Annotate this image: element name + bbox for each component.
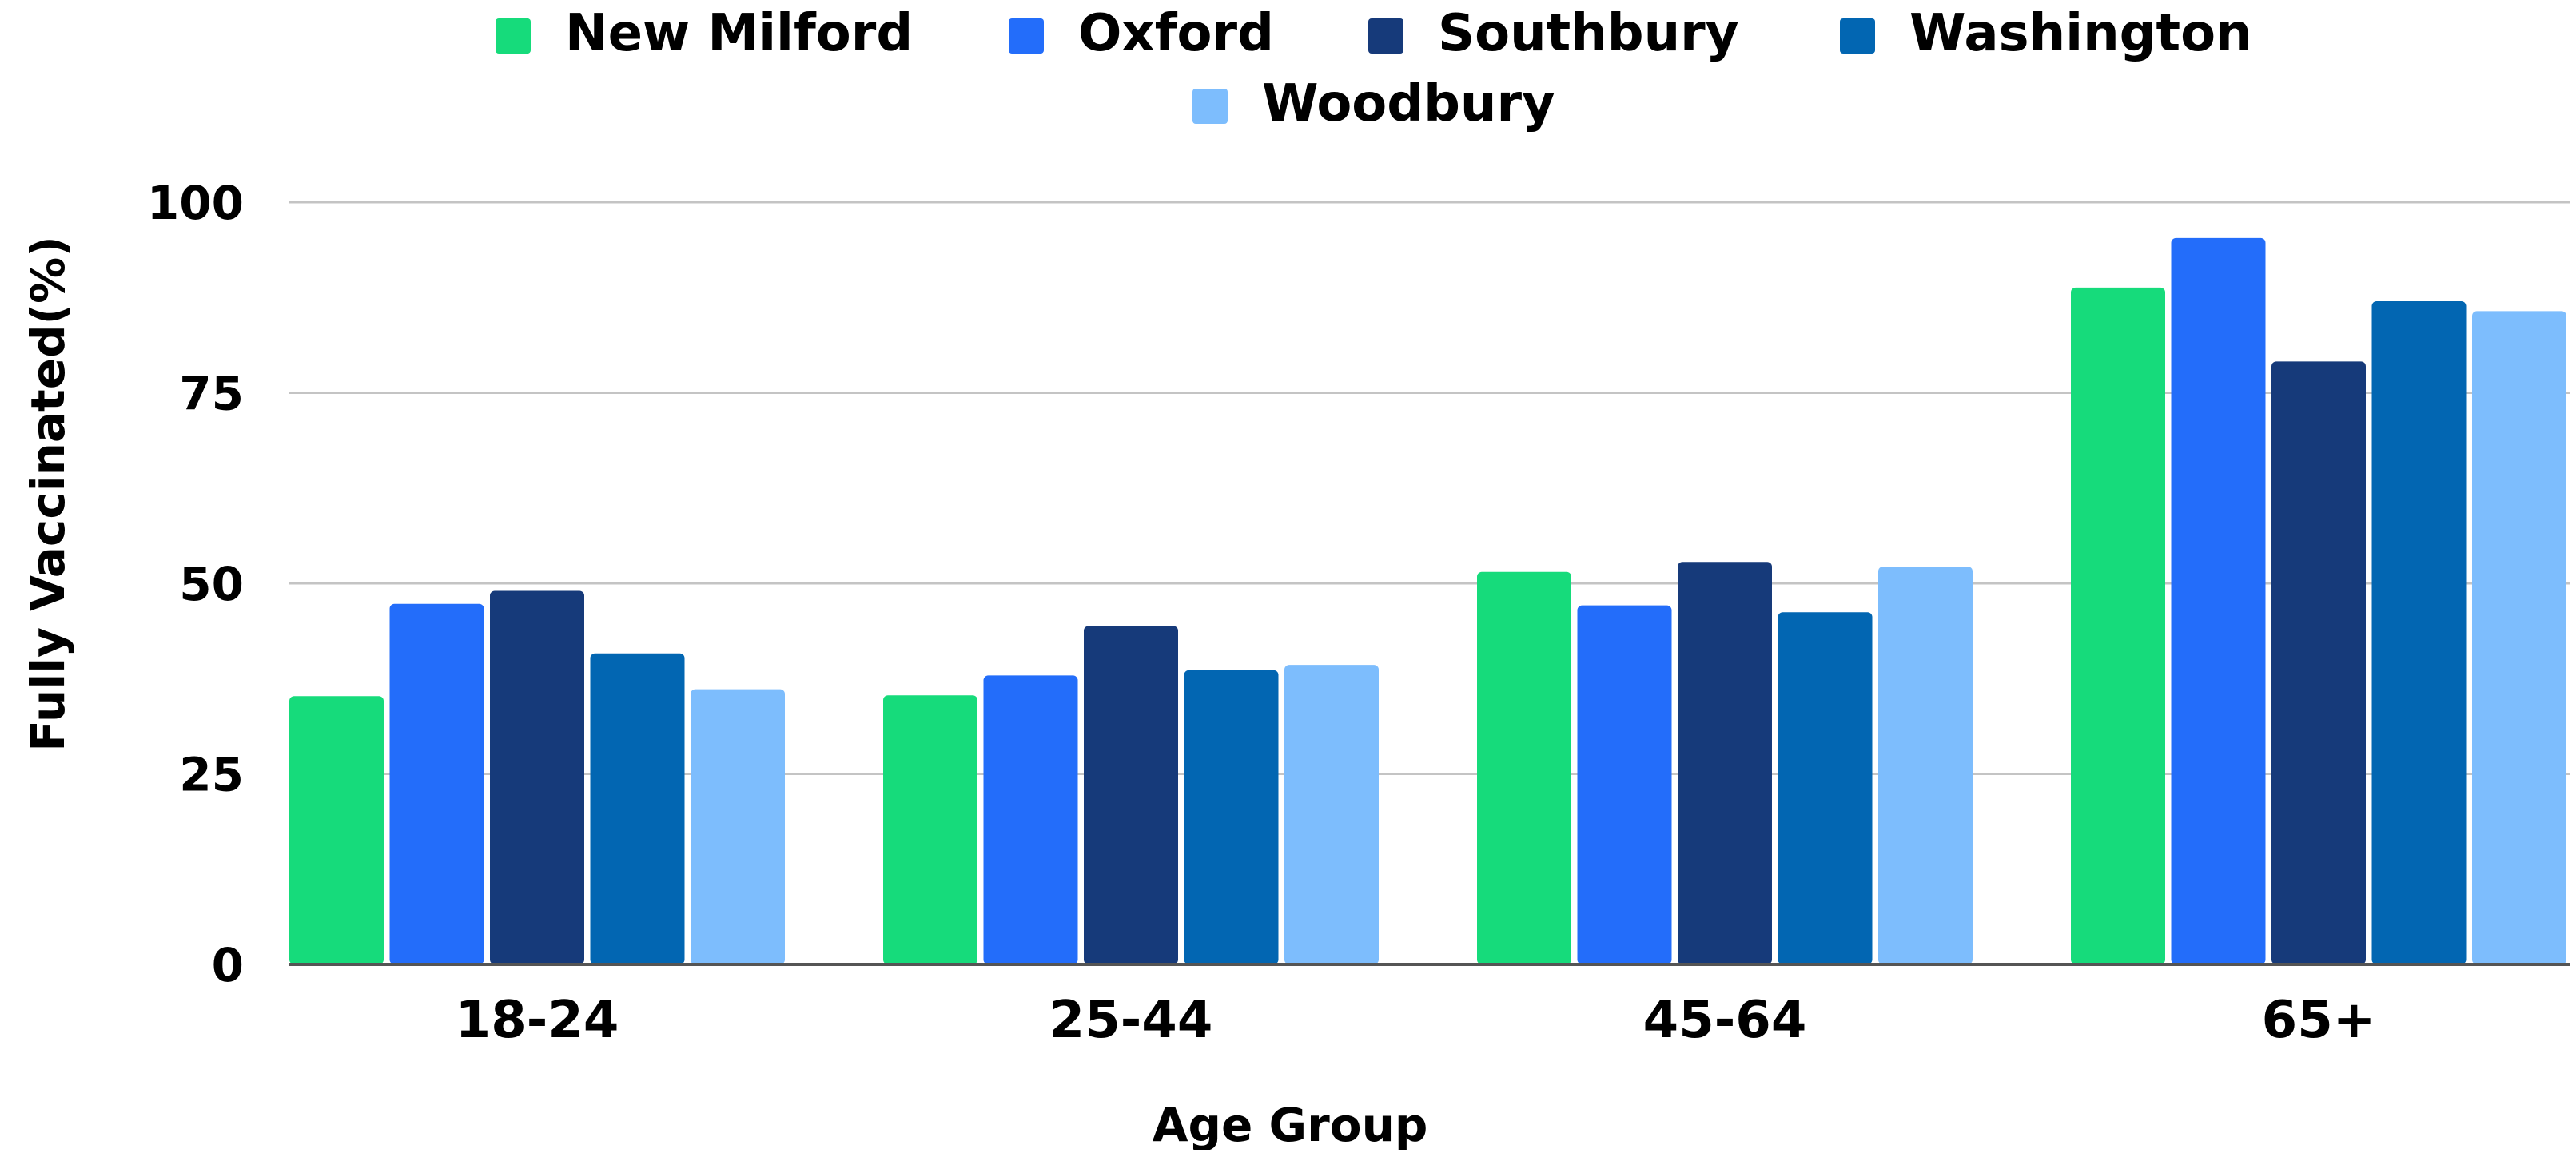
y-axis-ticks: 0 25 50 75 100 xyxy=(147,176,244,992)
x-tick-label: 45-64 xyxy=(1643,991,1807,1050)
bar xyxy=(1678,562,1772,964)
bar xyxy=(490,590,584,964)
legend-label: New Milford xyxy=(565,4,913,63)
bar xyxy=(691,689,785,964)
legend-label: Southbury xyxy=(1438,4,1738,63)
bar xyxy=(2171,237,2266,964)
bars xyxy=(289,237,2566,964)
x-axis-ticks: 18-24 25-44 45-64 65+ xyxy=(456,991,2376,1050)
legend-swatch xyxy=(1192,89,1228,124)
y-tick-label: 100 xyxy=(147,176,244,230)
x-axis-title: Age Group xyxy=(1153,1098,1428,1150)
bar xyxy=(389,603,484,964)
y-tick-label: 0 xyxy=(212,938,244,992)
bar xyxy=(1284,665,1379,964)
bar xyxy=(2472,311,2566,964)
bar xyxy=(289,696,384,964)
bar xyxy=(1084,626,1178,964)
bar xyxy=(883,695,977,964)
bar xyxy=(1184,670,1279,964)
y-tick-label: 25 xyxy=(179,748,244,802)
legend-label: Oxford xyxy=(1078,4,1274,63)
bar xyxy=(983,675,1078,964)
bar xyxy=(1878,567,1973,964)
legend-label: Washington xyxy=(1909,4,2252,63)
legend-swatch xyxy=(1840,18,1875,54)
bar xyxy=(2271,361,2366,964)
bar xyxy=(590,653,685,964)
legend: New Milford Oxford Southbury Washington Wood… xyxy=(496,4,2252,133)
bar xyxy=(2371,301,2467,964)
legend-swatch xyxy=(1368,18,1403,54)
y-axis-title: Fully Vaccinated(%) xyxy=(21,236,75,751)
legend-swatch xyxy=(1009,18,1044,54)
bar xyxy=(1778,612,1873,964)
x-tick-label: 25-44 xyxy=(1049,991,1213,1050)
bar xyxy=(1477,571,1571,964)
y-tick-label: 50 xyxy=(179,557,244,611)
legend-swatch xyxy=(496,18,531,54)
x-tick-label: 65+ xyxy=(2262,991,2376,1050)
bar xyxy=(2071,287,2165,964)
legend-label: Woodbury xyxy=(1262,74,1555,133)
x-tick-label: 18-24 xyxy=(456,991,619,1050)
bar xyxy=(1577,605,1672,964)
y-tick-label: 75 xyxy=(179,367,244,421)
